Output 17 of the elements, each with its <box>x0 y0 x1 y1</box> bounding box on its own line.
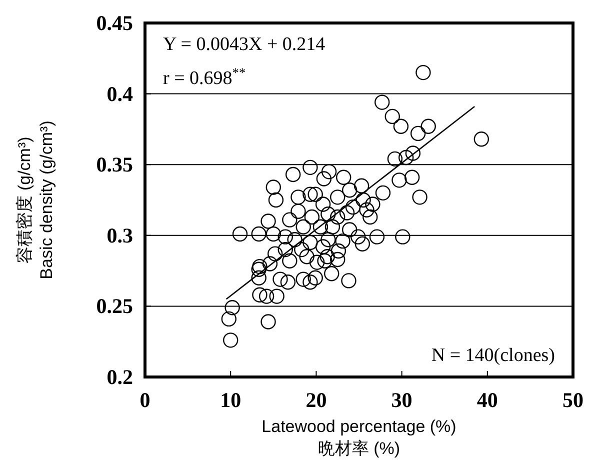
x-tick-label: 20 <box>306 388 327 412</box>
y-axis-title: 容積密度 (g/cm³) Basic density (g/cm³) <box>15 120 56 280</box>
x-tick-label: 0 <box>140 388 150 412</box>
annotation: N = 140(clones) <box>431 345 555 366</box>
x-tick-label: 40 <box>476 388 498 412</box>
y-tick-label: 0.45 <box>96 11 133 35</box>
x-tick-label: 10 <box>220 388 242 412</box>
y-tick-label: 0.35 <box>96 152 133 177</box>
annotation: r = 0.698$^{**}$ <box>163 64 246 89</box>
y-tick-label: 0.25 <box>96 294 133 318</box>
y-tick-label: 0.2 <box>106 365 133 389</box>
annotation: Y = 0.0043X + 0.214 <box>163 34 326 55</box>
y-tick-label: 0.4 <box>106 82 134 106</box>
x-tick-label: 50 <box>562 388 584 412</box>
y-tick-label: 0.3 <box>106 223 133 248</box>
x-axis-title: Latewood percentage (%) 晩材率 (%) <box>262 417 456 458</box>
x-tick-label: 30 <box>391 388 412 412</box>
